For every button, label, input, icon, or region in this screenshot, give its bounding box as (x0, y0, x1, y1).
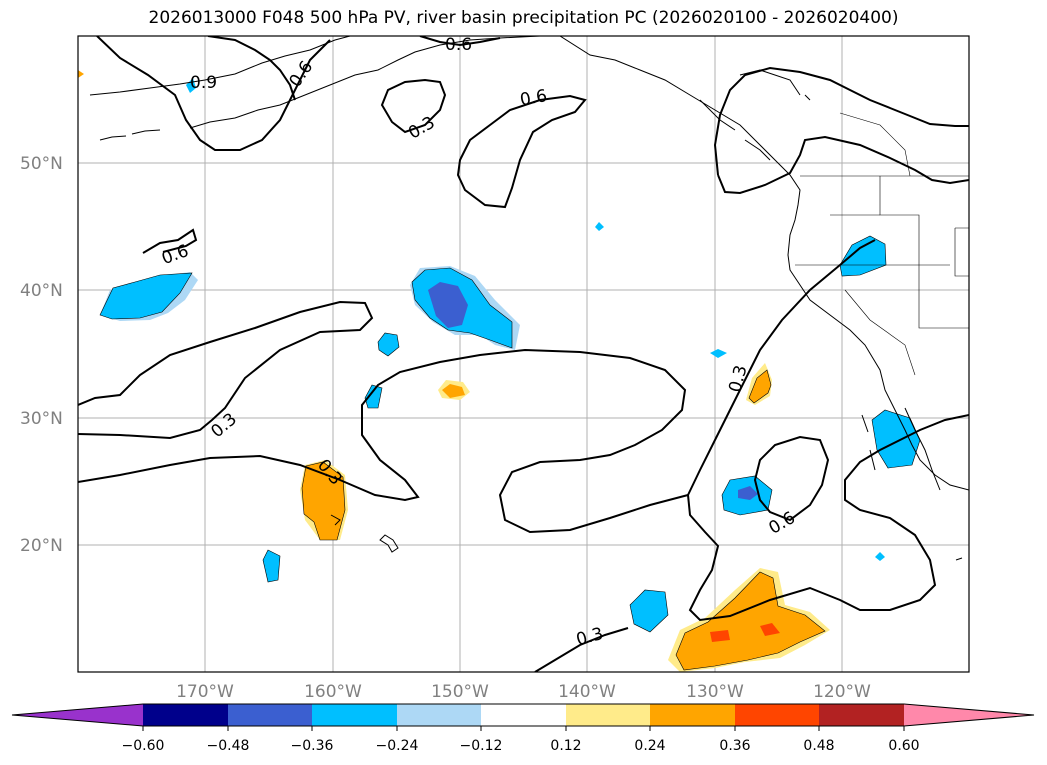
lat-label: 30°N (20, 409, 63, 429)
lon-label: 140°W (558, 682, 616, 702)
colorbar-segment (143, 704, 228, 726)
colorbar-segment (481, 704, 566, 726)
fill-neg-area (839, 235, 887, 277)
fill-neg-area (595, 222, 604, 231)
fill-neg-area (364, 384, 383, 409)
colorbar-segment (566, 704, 650, 726)
contour-label: 0.6 (518, 86, 548, 110)
colorbar-tick-label: −0.36 (291, 738, 334, 754)
map-frame (77, 35, 970, 673)
fill-neg-area (710, 349, 727, 358)
contour-label: 0.9 (190, 73, 217, 93)
colorbar: −0.60 −0.48 −0.36 −0.24 −0.12 0.12 0.24 … (11, 703, 1035, 754)
colorbar-tick-label: 0.60 (888, 738, 919, 754)
colorbar-ticks (142, 726, 905, 731)
precip-fills (78, 70, 921, 672)
lon-label: 150°W (431, 682, 489, 702)
colorbar-segment (819, 704, 904, 726)
colorbar-tick-label: 0.12 (550, 738, 581, 754)
colorbar-tick-label: −0.24 (376, 738, 419, 754)
colorbar-tick-label: −0.12 (460, 738, 503, 754)
fill-neg-area (875, 552, 885, 561)
colorbar-segment (397, 704, 481, 726)
colorbar-segment (650, 704, 735, 726)
fill-neg-area (99, 272, 193, 320)
fill-pos-area (748, 369, 772, 404)
colorbar-segment (735, 704, 819, 726)
colorbar-tick-label: −0.60 (122, 738, 165, 754)
lat-label: 40°N (20, 281, 63, 301)
colorbar-tick-label: −0.48 (207, 738, 250, 754)
colorbar-segment (228, 704, 312, 726)
fill-pos-area (760, 623, 780, 636)
fill-neg-area (629, 589, 669, 633)
lon-axis: 170°W 160°W 150°W 140°W 130°W 120°W (176, 682, 871, 702)
lon-label: 160°W (304, 682, 362, 702)
fill-pos-area (301, 461, 346, 541)
lon-label: 120°W (813, 682, 871, 702)
fill-pos-area (675, 571, 826, 671)
lat-label: 20°N (20, 536, 63, 556)
lon-label: 130°W (686, 682, 744, 702)
contour-label: 0.6 (445, 35, 472, 55)
fill-pos-area (78, 70, 84, 78)
map-area[interactable] (78, 36, 969, 672)
lon-label: 170°W (176, 682, 234, 702)
pv-contours (78, 36, 969, 672)
colorbar-extend-min (12, 704, 143, 726)
state-borders (795, 112, 969, 376)
colorbar-tick-label: 0.48 (803, 738, 834, 754)
colorbar-tick-label: 0.36 (719, 738, 750, 754)
fill-neg-area (377, 332, 400, 357)
fill-neg-area (428, 282, 468, 328)
fill-pos-area (710, 630, 730, 642)
colorbar-segment (312, 704, 397, 726)
fill-pos-area (442, 384, 465, 398)
map-title: 2026013000 F048 500 hPa PV, river basin … (148, 8, 899, 28)
colorbar-extend-max (904, 704, 1034, 726)
fill-neg-area (738, 486, 758, 500)
lat-axis: 50°N 40°N 30°N 20°N (20, 154, 63, 556)
coastlines (89, 36, 969, 561)
fill-neg-area (262, 549, 281, 583)
colorbar-tick-label: 0.24 (634, 738, 665, 754)
lat-label: 50°N (20, 154, 63, 174)
